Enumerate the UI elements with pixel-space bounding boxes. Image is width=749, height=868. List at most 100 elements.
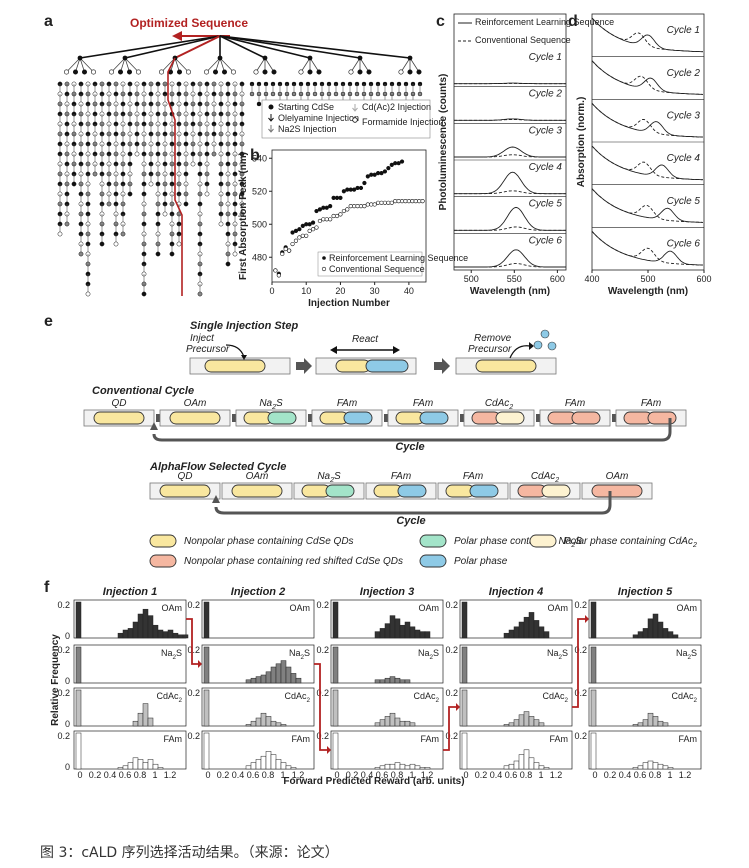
panel-f-selection-arrow [186, 618, 198, 665]
tree-node [159, 69, 165, 75]
formamide-circle-icon [352, 117, 358, 123]
single-step-slug-3 [475, 359, 537, 373]
panel-f-bar [518, 621, 525, 639]
panel-f-ytick-label: 0.2 [57, 688, 70, 698]
panel-b-point [276, 273, 281, 278]
panel-b-point [375, 171, 381, 176]
panel-b-point [358, 204, 364, 209]
tree-node [71, 181, 77, 187]
tree-node [162, 211, 168, 217]
tree-edge [124, 57, 139, 73]
panel-f-ytick-label: 0.2 [316, 645, 329, 655]
panel-b-point [355, 185, 360, 191]
panel-f-bar [394, 618, 401, 639]
panel-f-ytick-label: 0.2 [574, 645, 587, 655]
panel-b-point [338, 212, 343, 217]
panel-f-bar [538, 626, 545, 639]
panel-c-conv-curve [454, 226, 566, 231]
panel-f-row-label: Na2S [676, 648, 697, 661]
panel-b-point [396, 199, 401, 204]
inject-arrow-head [241, 355, 247, 360]
panel-f-bar [132, 621, 139, 639]
legend-a-4: Formamide Injection [362, 117, 444, 127]
panel-f-bar [374, 722, 381, 727]
tree-node [64, 69, 70, 75]
panel-f-bar [399, 763, 406, 770]
bubble-icon [540, 329, 550, 339]
panel-c-frame [453, 13, 567, 271]
panel-f-bar [632, 724, 639, 727]
panel-f-bar [419, 767, 426, 770]
panel-f-ytick-label: 0.2 [445, 731, 458, 741]
legend-e-swatch-cream [529, 534, 557, 548]
panel-f-bar [152, 624, 159, 639]
panel-f-bar [503, 765, 510, 770]
tree-node [77, 55, 83, 61]
panel-b-xtick-label: 10 [301, 286, 311, 296]
panel-f-bar [182, 634, 189, 639]
tree-node [148, 181, 154, 187]
panel-b-point [331, 213, 336, 219]
panel-f-zero-bar [461, 601, 468, 639]
tree-node [136, 69, 142, 75]
panel-f-xtick-label: 0.6 [505, 770, 518, 780]
panel-b-point [300, 223, 305, 228]
alpha-cycle-arrow [214, 491, 612, 515]
panel-f-ytick-label: 0.2 [187, 645, 200, 655]
panel-f-bar [117, 632, 124, 639]
panel-f-bar [172, 632, 179, 639]
panel-f-xtick-label: 0.8 [391, 770, 404, 780]
panel-f-selection-arrow-head [198, 660, 202, 668]
panel-b-point [297, 227, 302, 232]
panel-f-bar [142, 762, 149, 770]
panel-f-bar [270, 720, 277, 727]
panel-b-point [393, 161, 398, 166]
tree-edge [219, 57, 234, 73]
panel-b-point [375, 200, 381, 205]
panel-b-frame [271, 149, 427, 283]
tree-node [91, 69, 97, 75]
panel-f-bar [157, 767, 164, 770]
panel-f-zero-bar [203, 646, 210, 684]
panel-f-zero-bar [461, 646, 468, 684]
panel-d-conv-curve [591, 145, 703, 181]
tree-edge [66, 57, 81, 73]
panel-f-subplot [73, 687, 187, 727]
panel-f-xtick-label: 0.2 [604, 770, 617, 780]
panel-f-ytick-label: 0 [65, 719, 70, 729]
panel-b-point [417, 199, 422, 204]
legend-e-label-cream: Polar phase containing CdAc2 [564, 536, 697, 549]
optimized-arrow-head [172, 31, 182, 41]
panel-f-row-label: Na2S [547, 648, 568, 661]
panel-f-xtick-label: 1 [280, 770, 285, 780]
panel-b-point [310, 220, 316, 225]
legend-e-label-yellow: Nonpolar phase containing CdSe QDs [184, 536, 354, 547]
tree-node [333, 91, 339, 97]
panel-f-xtick-label: 1.2 [292, 770, 305, 780]
panel-f-bar [122, 629, 129, 639]
panel-f-xtick-label: 0.6 [119, 770, 132, 780]
panel-c-conv-curve [454, 154, 566, 158]
conv-cycle-arrow [152, 418, 672, 442]
tree-node [197, 291, 203, 297]
panel-b-point [334, 195, 340, 200]
panel-f-ytick-label: 0.2 [187, 600, 200, 610]
bubble-icon [533, 340, 543, 350]
panel-f-bar [632, 634, 639, 639]
panel-f-subplot [330, 644, 444, 684]
panel-d-cycle-label: Cycle 3 [667, 111, 701, 122]
panel-f-row-label: OAm [161, 603, 182, 613]
panel-f-xtick-label: 0.2 [475, 770, 488, 780]
panel-c-cycle-label: Cycle 6 [529, 235, 563, 246]
conv-slug-p [343, 411, 373, 425]
tree-edge [350, 57, 361, 73]
tree-node [256, 101, 262, 107]
panel-f-ytick-label: 0 [65, 676, 70, 686]
tree-node [407, 69, 413, 75]
panel-f-bar [652, 762, 659, 770]
tree-node [316, 69, 322, 75]
panel-d-xtick-label: 600 [696, 274, 711, 284]
panel-b-point [321, 205, 326, 210]
panel-b-point [348, 204, 353, 209]
tree-node [366, 69, 372, 75]
